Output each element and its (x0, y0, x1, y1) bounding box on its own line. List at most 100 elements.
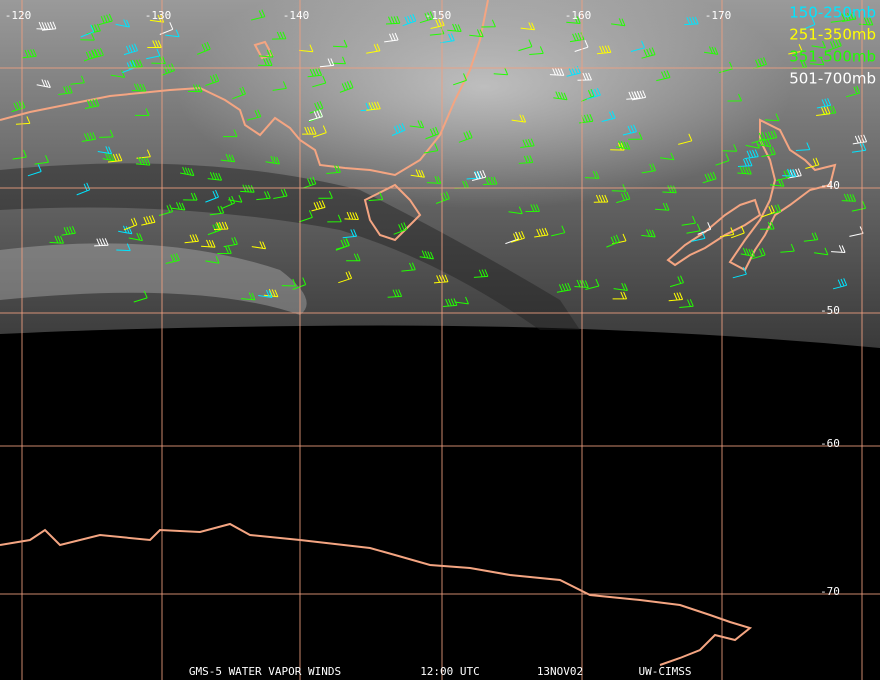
wind-barb (761, 147, 776, 157)
wind-barb (135, 157, 151, 166)
wind-barb (271, 31, 287, 40)
wind-barb (585, 278, 600, 290)
wind-barb (435, 191, 450, 204)
wind-barb (782, 168, 797, 177)
longitude-label: -140 (283, 9, 310, 22)
wind-barb (426, 176, 442, 184)
wind-barb (481, 19, 496, 28)
wind-barb (745, 141, 760, 149)
wind-barb (760, 221, 775, 230)
wind-barb (551, 225, 566, 237)
wind-barb (49, 235, 64, 244)
wind-barb (335, 238, 350, 251)
wind-barb (309, 101, 324, 114)
wind-barb (41, 21, 57, 31)
wind-barb (339, 80, 354, 93)
latitude-label: -50 (820, 304, 840, 317)
wind-barb (368, 192, 384, 201)
wind-barb (727, 93, 742, 102)
wind-barb (596, 45, 612, 55)
wind-barb (147, 40, 162, 48)
wind-barb (518, 39, 533, 52)
wind-barb (419, 11, 434, 24)
longitude-label: -160 (565, 9, 592, 22)
longitude-label: -150 (425, 9, 452, 22)
wind-barb (165, 253, 180, 264)
wind-barb (641, 229, 656, 238)
wind-barb (511, 114, 527, 123)
wind-barb (795, 142, 811, 151)
latitude-label: -40 (820, 179, 840, 192)
wind-barb (453, 73, 467, 86)
wind-barb (133, 290, 148, 303)
wind-barb (128, 59, 143, 68)
footer-text: 13NOV02 (537, 665, 583, 678)
wind-barb (312, 125, 327, 138)
wind-barb (273, 188, 288, 199)
wind-barb (566, 65, 581, 77)
latitude-label: -60 (820, 437, 840, 450)
wind-barb (641, 47, 656, 59)
wind-barb (241, 292, 256, 301)
wind-barb (223, 237, 238, 248)
wind-barb (556, 282, 572, 293)
wind-barb (704, 46, 719, 55)
wind-barb (213, 221, 229, 230)
legend-entry: 251-350mb (789, 26, 876, 44)
wind-barb (263, 288, 279, 298)
wind-barb (344, 211, 359, 220)
wind-barb (722, 144, 738, 152)
wind-barb (684, 16, 699, 26)
wind-barb (525, 204, 540, 212)
wind-barb (385, 16, 401, 25)
wind-barb (529, 46, 544, 55)
longitude-label: -130 (145, 9, 172, 22)
wind-barb (851, 201, 867, 212)
wind-barb (518, 155, 534, 164)
wind-barb (209, 205, 225, 216)
wind-barb (610, 142, 625, 151)
wind-barb (258, 49, 274, 58)
wind-barb (393, 222, 408, 235)
wind-barb (419, 250, 434, 260)
wind-barb (387, 289, 403, 298)
wind-barb (11, 100, 26, 113)
wind-barb (493, 67, 509, 76)
wind-barb (616, 140, 631, 150)
wind-barb (311, 200, 326, 212)
wind-barb (201, 239, 216, 248)
wind-barb (508, 206, 523, 215)
wind-barb (410, 169, 425, 178)
wind-barb (81, 132, 97, 142)
wind-barb (207, 222, 222, 236)
wind-barb (258, 289, 273, 298)
wind-barb (240, 184, 255, 193)
wind-barb (384, 32, 399, 43)
wind-barb (36, 21, 51, 30)
wind-barb (346, 253, 361, 262)
wind-barb (669, 275, 684, 288)
wind-barb (308, 109, 323, 122)
wind-barb (574, 40, 589, 52)
wind-barb (730, 225, 745, 239)
wind-barb (751, 247, 766, 260)
wind-barb (454, 296, 469, 305)
wind-barb (744, 149, 759, 160)
wind-barb (58, 85, 73, 95)
wind-barb (318, 191, 333, 199)
wind-barb (27, 164, 42, 177)
wind-barb (816, 98, 832, 109)
wind-barb (302, 176, 317, 189)
wind-barb (737, 158, 753, 167)
wind-barb (84, 98, 100, 109)
wind-barb (333, 39, 348, 48)
coastline (363, 183, 422, 242)
wind-barb (816, 106, 831, 116)
wind-barb (247, 109, 262, 121)
wind-barb (471, 170, 487, 181)
wind-barb (803, 232, 819, 242)
wind-barb (97, 146, 113, 155)
wind-barb (809, 57, 825, 66)
